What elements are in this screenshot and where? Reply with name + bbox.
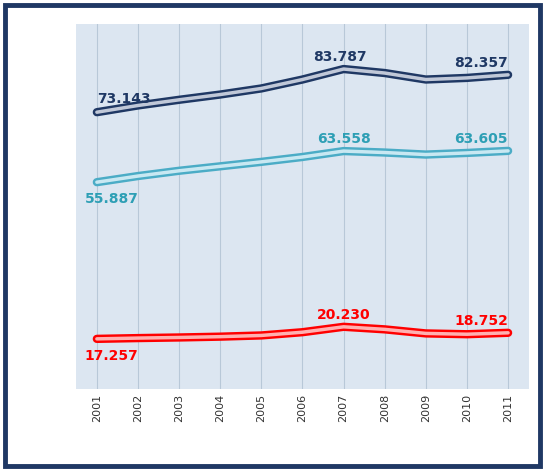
- Text: 20.230: 20.230: [317, 308, 371, 322]
- Text: 63.558: 63.558: [317, 132, 371, 146]
- Text: 83.787: 83.787: [313, 50, 366, 64]
- Text: 55.887: 55.887: [84, 192, 138, 206]
- Text: 18.752: 18.752: [454, 314, 508, 328]
- Text: 17.257: 17.257: [84, 349, 138, 363]
- Text: 73.143: 73.143: [97, 92, 150, 106]
- Text: 82.357: 82.357: [455, 56, 508, 70]
- Text: 63.605: 63.605: [455, 132, 508, 146]
